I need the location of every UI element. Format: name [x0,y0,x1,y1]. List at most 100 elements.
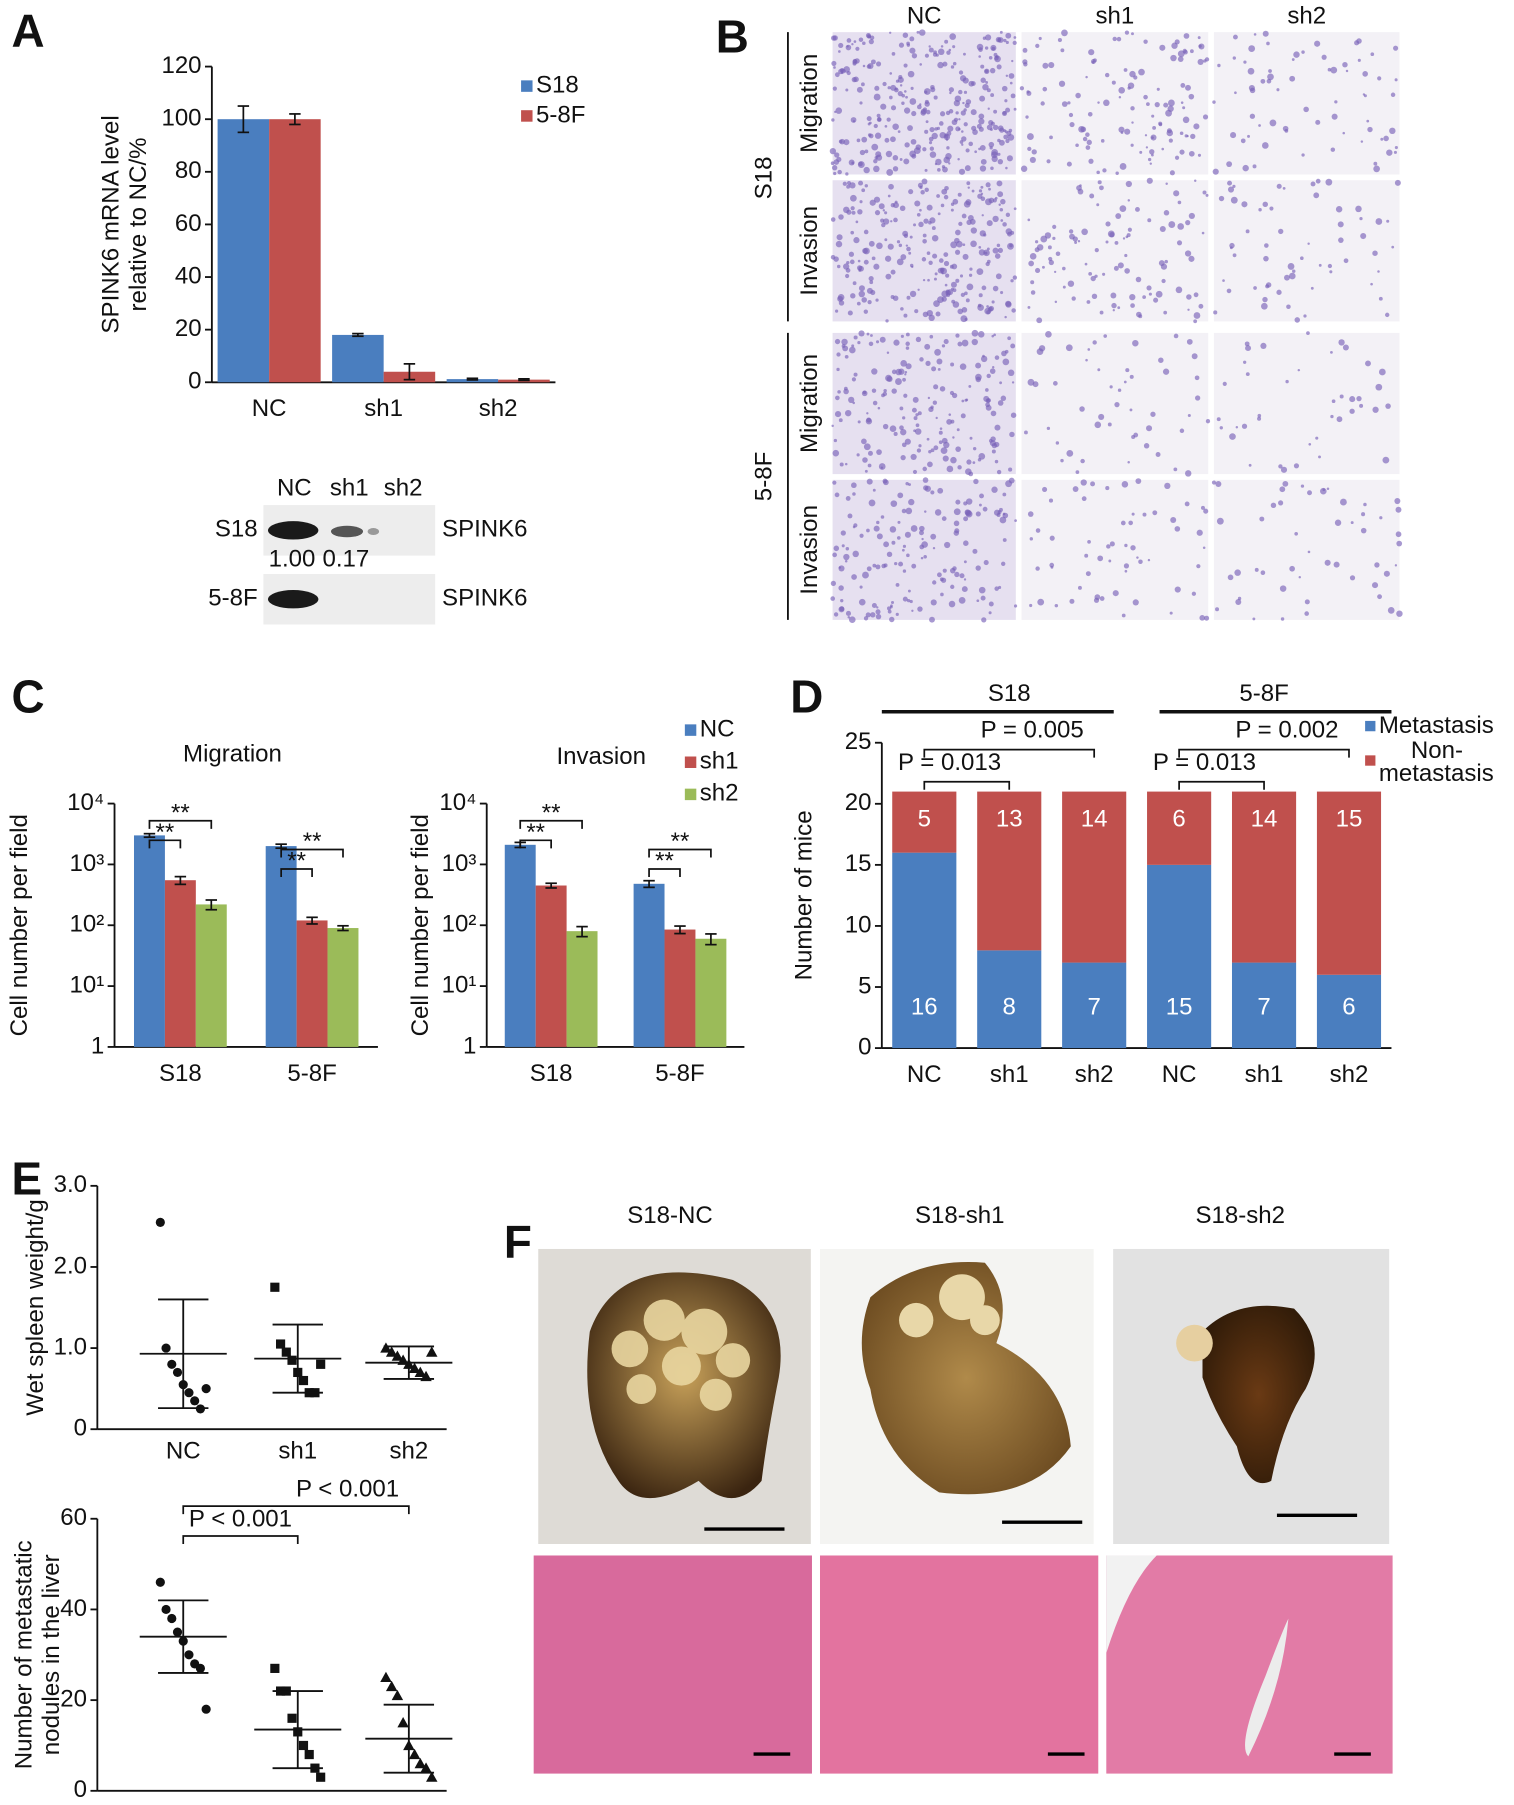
stain-dot [901,508,907,514]
stain-dot [837,294,845,301]
bar-segment [892,791,957,853]
stain-dot [844,409,852,417]
data-label: 14 [1251,806,1278,833]
stain-dot [948,600,956,608]
y-tick-label: 15 [845,850,872,877]
row-label: Migration [796,54,823,153]
stain-dot [935,416,938,420]
stain-dot [1186,338,1193,345]
stain-dot [975,376,982,383]
stain-dot [927,461,933,468]
stain-dot [875,564,881,570]
stain-dot [1085,145,1091,150]
stain-dot [962,77,969,84]
stain-dot [1212,100,1216,104]
stain-dot [980,595,986,601]
stain-dot [882,423,889,430]
stain-dot [897,91,903,97]
stain-dot [1366,119,1370,123]
sig-bracket [1178,780,1265,790]
x-tick-label: NC [907,1061,942,1088]
stain-dot [1389,127,1396,135]
stain-dot [1315,178,1321,184]
stain-dot [1091,293,1098,300]
stain-dot [851,377,856,382]
stain-dot [999,139,1005,146]
column-label: NC [907,3,942,30]
stain-dot [988,56,993,60]
stain-dot [906,553,910,558]
stain-dot [866,412,869,415]
stain-dot [984,46,989,50]
stain-dot [964,291,968,296]
stain-dot [923,485,929,491]
legend-label: S18 [536,71,579,98]
stain-dot [870,59,876,65]
stain-dot [856,301,861,306]
stain-dot [1114,401,1120,408]
stain-dot [844,560,848,563]
stain-dot [980,355,988,363]
stain-dot [872,563,877,568]
stain-dot [902,569,907,573]
stain-dot [979,144,986,151]
stain-dot [1149,162,1152,165]
stain-dot [938,430,943,435]
stain-dot [838,606,845,613]
stain-dot [1131,32,1134,36]
stain-dot [971,338,978,346]
stain-dot [1132,339,1139,347]
stain-dot [1218,195,1225,202]
stain-dot [953,117,959,122]
vessel-gap [1245,1618,1289,1757]
stain-dot [1105,486,1110,491]
x-tick-label: S18 [159,1060,202,1087]
image-title: S18-sh2 [1196,1202,1286,1229]
data-label: 15 [1336,806,1363,833]
stain-dot [1135,478,1142,484]
stain-dot [964,165,971,172]
stain-dot [976,599,980,603]
stain-dot [1318,263,1322,267]
stain-dot [897,492,904,499]
x-tick-label: sh2 [1330,1061,1369,1088]
stain-dot [990,410,997,417]
stain-dot [938,440,943,445]
stain-dot [986,305,989,308]
legend-label: sh2 [700,780,739,807]
stain-dot [990,436,996,442]
p-value: P = 0.013 [898,749,1001,776]
stain-dot [1013,207,1017,211]
stain-dot [942,568,947,573]
stain-dot [1297,368,1301,372]
stain-dot [859,533,864,538]
point [155,1577,165,1587]
stain-dot [1269,206,1274,211]
stain-dot [833,612,839,617]
stain-dot [1028,260,1035,267]
stain-dot [919,525,925,532]
stain-dot [1327,263,1333,269]
y-tick-label: 10³ [69,850,104,877]
stain-dot [1186,294,1192,300]
stain-dot [889,616,895,623]
stain-dot [866,64,872,69]
stain-dot [1165,109,1172,117]
stain-dot [892,166,899,172]
stain-dot [892,123,899,130]
stain-dot [1012,275,1018,280]
stain-dot [913,416,918,421]
stain-dot [912,396,919,403]
stain-dot [979,165,987,172]
stain-dot [1075,92,1081,99]
stain-dot [1289,75,1296,82]
stain-dot [1011,381,1015,384]
stain-dot [949,33,956,40]
he-section [533,1555,812,1774]
stain-dot [979,503,982,507]
y-tick-label: 20 [60,1685,87,1712]
stain-dot [999,30,1003,34]
stain-dot [841,338,848,346]
stain-dot [943,441,950,449]
stain-dot [1148,292,1152,296]
